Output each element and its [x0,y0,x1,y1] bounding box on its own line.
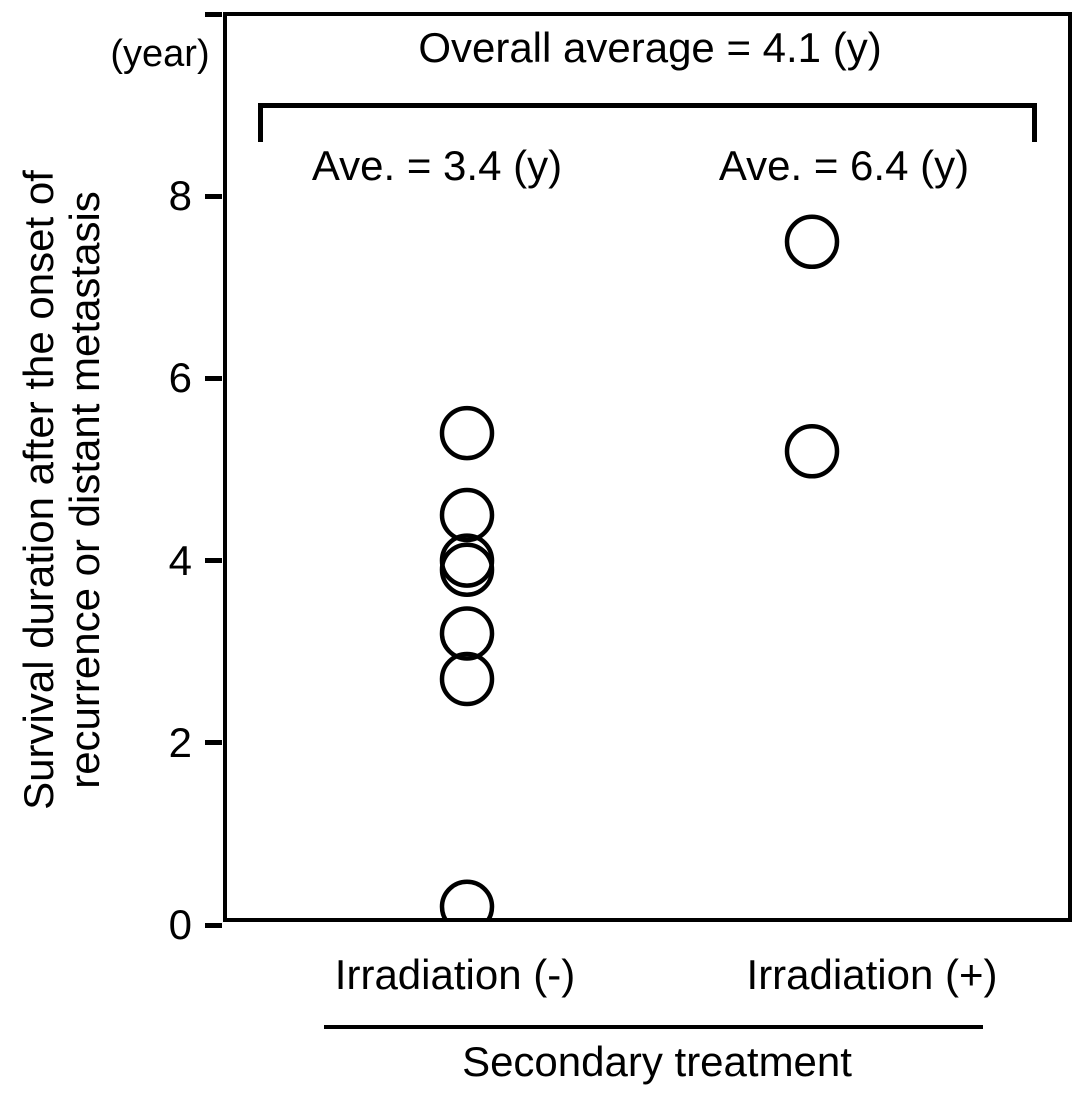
data-point-circle [784,214,840,270]
chart-title: Overall average = 4.1 (y) [418,24,882,71]
data-point-circle [439,606,495,661]
y-tick-label: 0 [168,901,192,948]
x-category-label-left: Irradiation (-) [334,951,576,998]
data-point-circle [439,879,495,922]
y-tick-label: 8 [168,172,192,220]
y-axis-title-line1: Survival duration after the onset of [15,170,62,810]
y-axis-unit-label: (year) [110,33,210,75]
data-point-circle [439,405,495,461]
y-axis-title-line2: recurrence or distant metastasis [61,191,108,789]
x-category-label-right: Irradiation (+) [746,951,998,998]
y-tick-mark [205,11,222,17]
overall-average-bracket [258,103,1037,142]
x-axis-title: Secondary treatment [462,1038,852,1085]
group-average-label-left: Ave. = 3.4 (y) [311,142,563,189]
y-tick-mark [205,922,222,928]
y-tick-mark [205,375,222,381]
group-average-label-right: Ave. = 6.4 (y) [718,142,970,189]
y-tick-mark [205,740,222,746]
data-point-circle [784,424,840,479]
y-axis-title: Survival duration after the onset of rec… [15,110,108,870]
data-points-layer [439,214,840,922]
data-point-circle [439,487,495,543]
y-tick-mark [205,193,222,199]
data-point-circle [439,542,495,597]
plot-area-frame [223,12,1072,922]
y-tick-mark [205,558,222,564]
y-tick-label: 4 [168,536,192,584]
data-point-circle [439,651,495,707]
y-tick-label: 2 [168,718,192,766]
y-tick-label: 6 [168,354,192,402]
x-axis-underline [324,1025,983,1029]
